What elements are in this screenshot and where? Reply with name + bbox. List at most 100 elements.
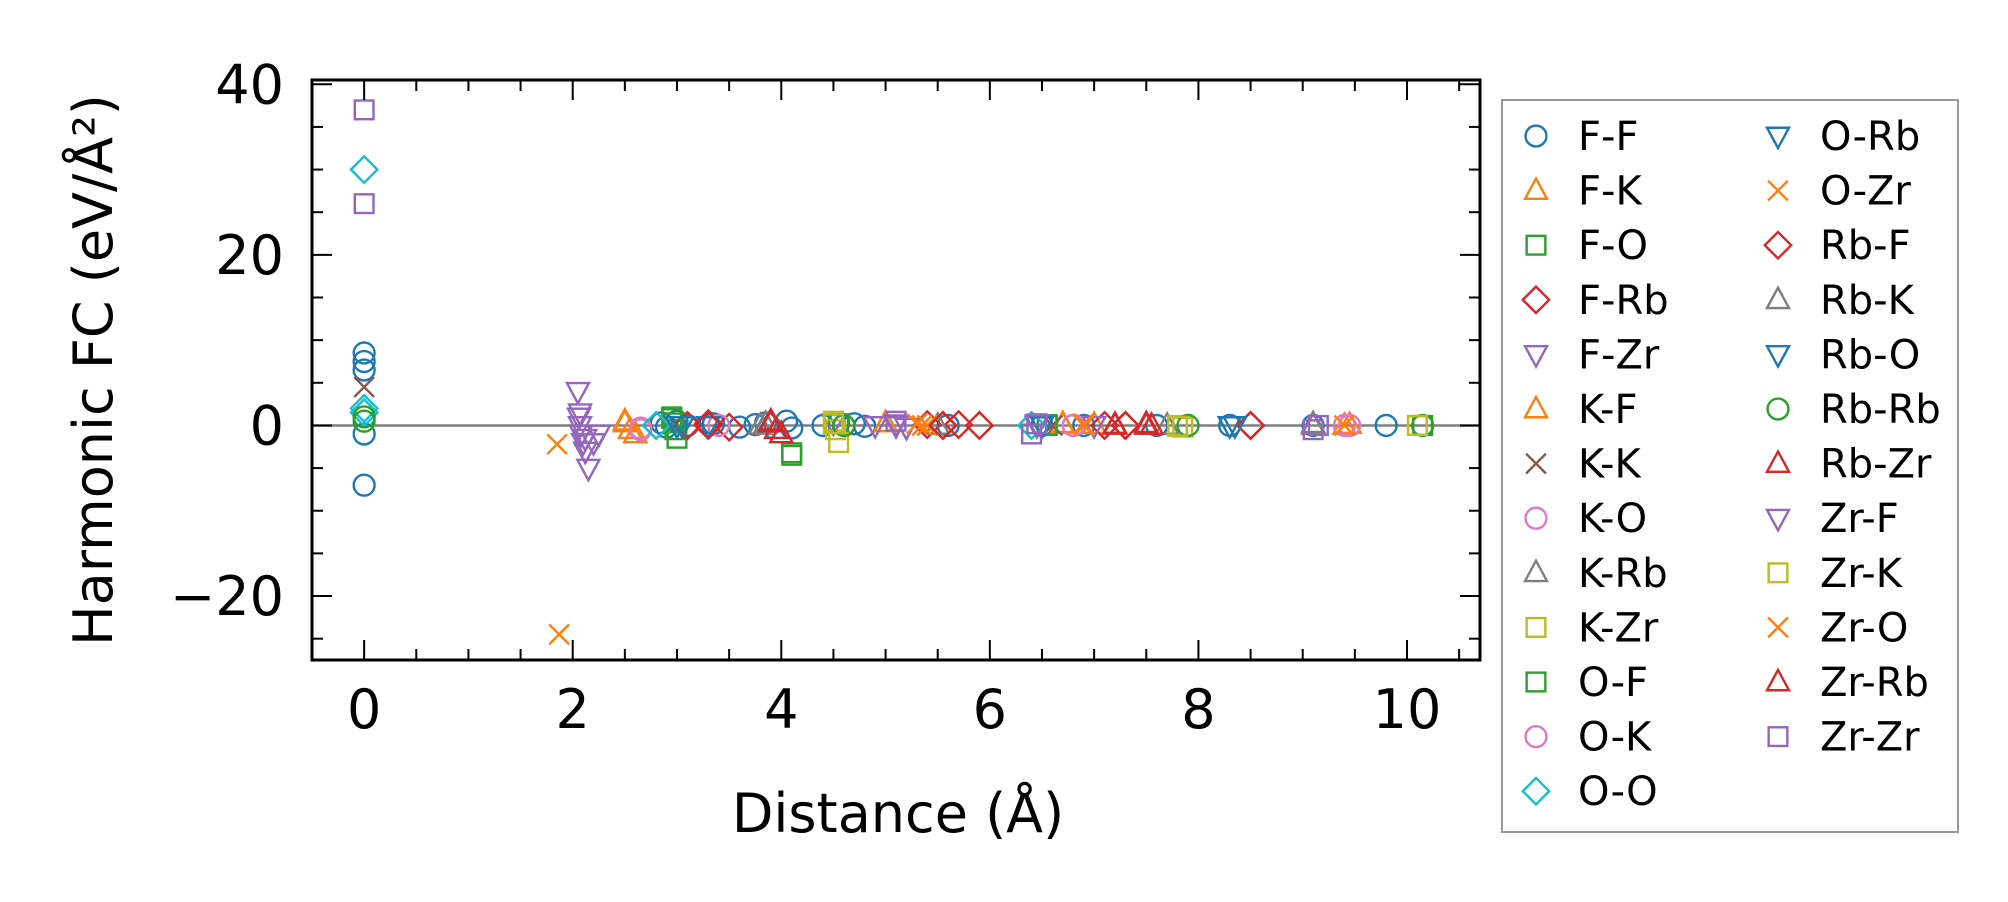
legend-label: Rb-Rb: [1820, 387, 1941, 433]
legend-label: Zr-K: [1820, 551, 1904, 597]
legend-item: Zr-Zr: [1767, 715, 1920, 761]
x-tick-label: 0: [347, 678, 381, 741]
data-point: [928, 410, 958, 441]
y-tick-label: 0: [250, 394, 284, 457]
series-o-o: [349, 154, 1047, 441]
legend-marker: [1764, 285, 1792, 310]
data-point: [567, 415, 594, 441]
axes-frame: [310, 78, 1482, 662]
x-tick-label: 8: [1181, 678, 1215, 741]
x-tick-label: 6: [973, 678, 1007, 741]
data-point: [546, 433, 568, 455]
legend-marker: [1521, 284, 1551, 315]
data-point: [1235, 410, 1266, 441]
legend-label: Zr-O: [1820, 605, 1908, 651]
legend-marker: [1525, 234, 1547, 256]
legend-marker: [1521, 776, 1551, 807]
legend-label: Rb-O: [1820, 332, 1920, 378]
legend-item: K-O: [1524, 496, 1647, 542]
legend-item: K-Zr: [1525, 605, 1659, 651]
legend-marker: [1524, 506, 1548, 530]
legend-marker: [1522, 175, 1550, 201]
plot-area: [312, 99, 1480, 646]
data-point: [1072, 412, 1095, 435]
data-point: [1332, 413, 1357, 438]
legend-marker: [1767, 616, 1789, 639]
legend-label: F-O: [1578, 223, 1648, 269]
legend-marker: [1525, 616, 1547, 638]
legend-label: F-Rb: [1578, 278, 1669, 324]
legend-marker: [1767, 562, 1789, 584]
legend-item: Zr-K: [1767, 551, 1904, 597]
data-point: [575, 458, 602, 483]
data-point: [1302, 419, 1324, 441]
x-tick-label: 10: [1373, 678, 1442, 741]
y-axis-label: Harmonic FC (eV/Å²): [61, 94, 125, 646]
legend-marker: [1764, 126, 1792, 151]
legend-label: Zr-Rb: [1820, 660, 1929, 706]
legend-item: Rb-O: [1764, 332, 1920, 378]
data-point: [352, 409, 376, 433]
legend-item: K-Rb: [1522, 551, 1668, 597]
legend-item: Zr-O: [1767, 605, 1908, 651]
series-o-zr: [546, 412, 1356, 455]
data-point: [568, 424, 595, 449]
legend-box: [1501, 99, 1959, 833]
legend-item: F-O: [1525, 223, 1648, 269]
data-point: [882, 415, 910, 441]
data-point: [1406, 414, 1428, 436]
data-point: [353, 193, 375, 215]
data-point: [747, 410, 774, 435]
data-point: [641, 410, 672, 441]
series-zr-zr: [353, 99, 1329, 445]
data-point: [1300, 409, 1327, 434]
legend-item: O-F: [1525, 660, 1648, 706]
data-point: [572, 441, 599, 466]
data-point: [1110, 410, 1141, 441]
data-point: [1333, 414, 1356, 437]
data-point: [936, 413, 960, 438]
legend-label: O-F: [1578, 660, 1648, 706]
legend-label: Rb-Zr: [1820, 442, 1932, 488]
series-zr-rb: [757, 408, 1160, 435]
data-point: [572, 428, 599, 453]
y-tick-label: 40: [215, 53, 284, 116]
legend-item: O-O: [1521, 769, 1658, 815]
legend-label: F-K: [1578, 169, 1643, 215]
legend-marker: [1766, 397, 1790, 421]
x-tick-label: 4: [764, 678, 798, 741]
data-point: [757, 408, 784, 433]
series-zr-f: [567, 403, 1050, 453]
data-point: [1337, 413, 1362, 438]
data-point: [548, 623, 570, 646]
data-point: [1028, 415, 1056, 441]
data-point: [353, 376, 375, 398]
legend-item: F-K: [1522, 169, 1643, 215]
y-tick-label: −20: [170, 565, 284, 628]
legend-label: Rb-K: [1820, 278, 1916, 324]
data-point: [763, 415, 790, 440]
legend-label: F-F: [1578, 114, 1638, 160]
series-zr-k: [822, 413, 1428, 437]
legend-item: F-Zr: [1522, 332, 1660, 378]
legend-label: O-Rb: [1820, 114, 1920, 160]
data-point: [352, 358, 376, 382]
legend-item: Rb-Rb: [1766, 387, 1941, 433]
data-point: [911, 414, 933, 437]
series-zr-o: [548, 414, 1095, 646]
y-tick-label: 20: [215, 224, 284, 287]
data-point: [1374, 413, 1398, 438]
legend-item: K-K: [1525, 442, 1642, 488]
data-point: [669, 415, 696, 441]
data-point: [1026, 413, 1048, 435]
legend-item: O-Rb: [1764, 114, 1920, 160]
x-tick-label: 2: [556, 678, 590, 741]
legend-marker: [1525, 671, 1547, 693]
data-point: [964, 410, 995, 441]
legend-marker: [1522, 394, 1550, 419]
legend-item: Rb-F: [1763, 223, 1911, 269]
data-point: [862, 415, 889, 441]
legend-label: K-Rb: [1578, 551, 1668, 597]
data-point: [352, 473, 376, 497]
